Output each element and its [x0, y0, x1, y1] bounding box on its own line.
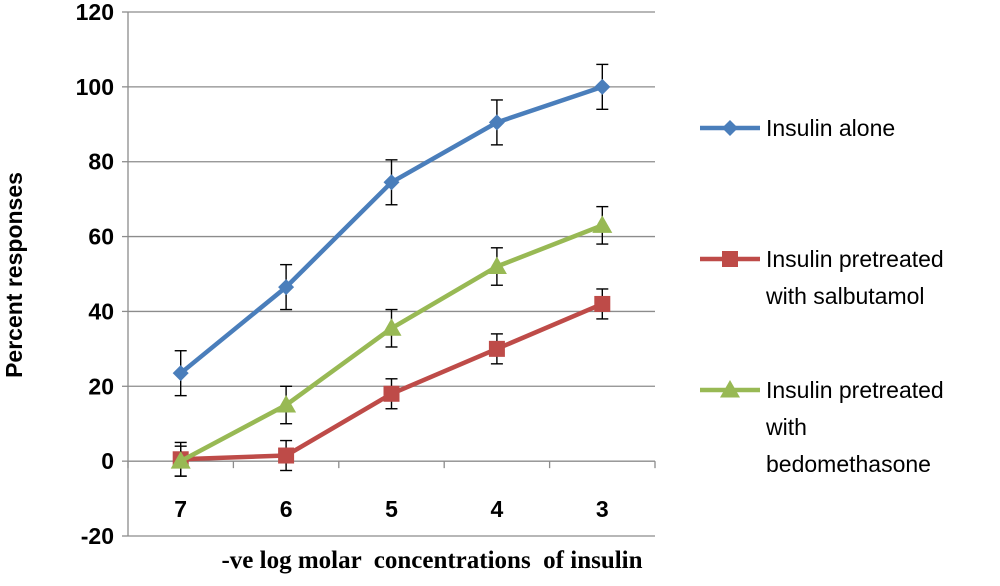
data-point — [594, 78, 611, 95]
y-tick-label: 80 — [88, 149, 114, 175]
data-point — [488, 114, 505, 131]
y-tick-label: 120 — [76, 0, 114, 25]
data-point — [276, 395, 297, 413]
series-group — [172, 63, 611, 397]
data-point — [278, 279, 295, 296]
y-tick-label: 0 — [101, 448, 114, 474]
data-point — [172, 365, 189, 382]
y-tick-label: 100 — [76, 74, 114, 100]
legend: Insulin alone Insulin pretreated with salb… — [700, 115, 944, 477]
y-axis-label: Percent responses — [1, 172, 27, 378]
legend-item: Insulin alone — [700, 115, 895, 141]
x-tick-label: 6 — [280, 496, 293, 522]
y-tick-label: 60 — [88, 224, 114, 250]
y-tick-label: 40 — [88, 298, 114, 324]
x-tick-label: 3 — [596, 496, 609, 522]
x-axis-label: -ve log molar concentrations of insulin — [221, 547, 642, 574]
data-point — [170, 451, 191, 469]
x-tick-label: 5 — [385, 496, 398, 522]
legend-label: with — [765, 414, 807, 440]
x-tick-label: 7 — [174, 496, 187, 522]
data-point — [383, 174, 400, 191]
legend-label: Insulin alone — [766, 115, 895, 141]
legend-item: Insulin pretreated with bedomethasone — [700, 377, 944, 477]
data-point — [592, 215, 613, 233]
series-group — [170, 205, 613, 477]
legend-item: Insulin pretreated with salbutamol — [700, 246, 944, 309]
legend-swatch-marker — [722, 251, 738, 267]
series — [170, 63, 613, 477]
legend-swatch-marker — [720, 380, 740, 398]
legend-label: bedomethasone — [766, 451, 931, 477]
data-point — [486, 256, 507, 275]
y-tick-label: 20 — [88, 373, 114, 399]
data-point — [488, 340, 505, 357]
data-point — [594, 295, 611, 312]
data-point — [383, 385, 400, 402]
data-point — [381, 318, 402, 336]
legend-swatch-marker — [722, 120, 738, 136]
legend-label: Insulin pretreated — [766, 246, 944, 272]
data-point — [278, 447, 295, 464]
legend-label: with salbutamol — [765, 283, 925, 309]
legend-label: Insulin pretreated — [766, 377, 944, 403]
y-tick-label: -20 — [81, 523, 114, 549]
axes: Percent responses -ve log molar concentr… — [1, 0, 656, 574]
x-tick-label: 4 — [491, 496, 504, 522]
